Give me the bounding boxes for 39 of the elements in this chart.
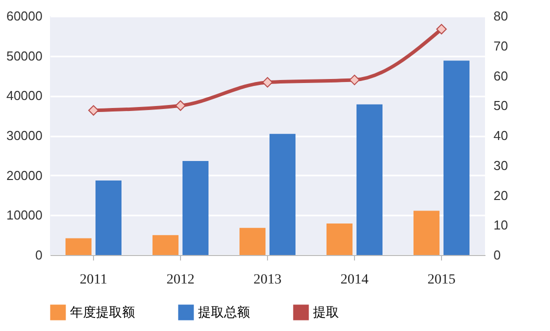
bar (444, 60, 470, 255)
x-tick-label: 2011 (80, 272, 108, 288)
legend-label: 提取总额 (198, 305, 250, 320)
y-tick-label: 10000 (6, 208, 42, 223)
bar (182, 160, 208, 255)
bar (152, 235, 178, 255)
x-tick-label: 2012 (166, 272, 194, 288)
legend-label: 提取 (313, 305, 339, 320)
y2-tick-label: 20 (494, 188, 508, 203)
x-tick-label: 2014 (340, 272, 368, 288)
y2-tick-label: 70 (494, 38, 508, 54)
y2-tick-label: 10 (494, 218, 508, 233)
point (175, 100, 186, 111)
point (88, 105, 99, 116)
y-tick-label: 0 (35, 248, 42, 262)
y2-tick-label: 40 (494, 128, 508, 143)
y2-tick-label: 50 (494, 98, 508, 114)
x-tick-label: 2015 (428, 272, 456, 288)
y-tick-label: 40000 (6, 88, 42, 104)
y2-tick-label: 80 (494, 8, 508, 24)
point (436, 24, 447, 34)
y2-tick-label: 60 (494, 68, 508, 84)
y-tick-label: 20000 (6, 168, 42, 183)
x-tick-label: 2013 (254, 272, 282, 288)
legend-label: 年度提取额 (70, 304, 135, 320)
bar (414, 210, 440, 255)
y-tick-label: 60000 (6, 8, 42, 24)
bar (96, 180, 122, 255)
y2-tick-label: 30 (494, 158, 508, 173)
point (262, 77, 273, 88)
bar (326, 224, 352, 255)
bar (66, 238, 92, 255)
y-tick-label: 30000 (6, 128, 42, 143)
point (349, 74, 360, 86)
y2-tick-label: 0 (494, 248, 501, 262)
bar (270, 134, 296, 255)
y-tick-label: 50000 (6, 48, 42, 64)
bar (356, 104, 382, 255)
bar (240, 228, 266, 255)
